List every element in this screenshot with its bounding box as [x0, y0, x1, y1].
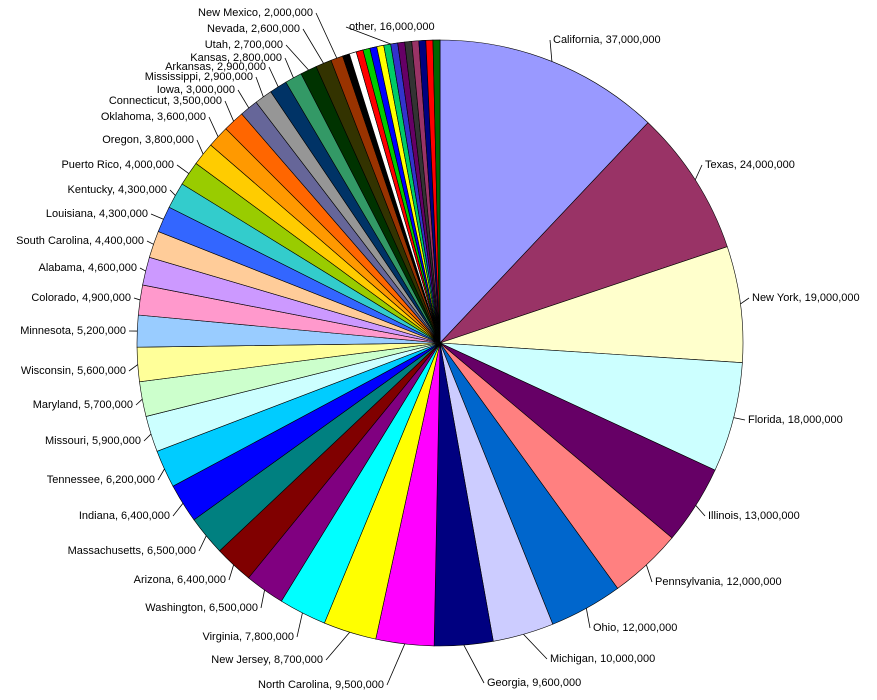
pie-slice	[439, 122, 728, 344]
leader-line	[208, 116, 219, 137]
leader-line	[740, 297, 750, 305]
leader-line	[549, 39, 553, 62]
data-label: Puerto Rico, 4,000,000	[61, 159, 174, 171]
data-label: Mississippi, 2,900,000	[145, 71, 253, 83]
leader-line	[255, 76, 264, 97]
leader-line	[345, 26, 391, 45]
leader-line	[285, 44, 309, 71]
labels: California, 37,000,000 Texas, 24,000,000 N…	[16, 7, 859, 691]
leader-line	[296, 612, 303, 638]
leader-line	[695, 505, 706, 517]
data-label: Nevada, 2,600,000	[207, 23, 300, 35]
data-label: Wisconsin, 5,600,000	[21, 365, 126, 377]
data-label: Oklahoma, 3,600,000	[101, 111, 206, 123]
data-label: Arkansas, 2,900,000	[165, 61, 266, 73]
leader-line	[172, 503, 184, 517]
data-label: Kansas, 2,800,000	[190, 52, 282, 64]
leader-line	[198, 535, 207, 552]
leader-line	[733, 417, 746, 421]
data-label: Massachusetts, 6,500,000	[68, 545, 196, 557]
data-label: Kentucky, 4,300,000	[68, 184, 167, 196]
data-label: New York, 19,000,000	[752, 292, 860, 304]
data-label: Washington, 6,500,000	[145, 602, 258, 614]
data-label: Tennessee, 6,200,000	[47, 474, 155, 486]
data-label: Pennsylvania, 12,000,000	[655, 576, 782, 588]
data-label: Missouri, 5,900,000	[45, 435, 141, 447]
leader-line	[585, 608, 591, 629]
leader-line	[302, 28, 324, 64]
leader-line	[146, 240, 154, 245]
pie-slice	[439, 246, 744, 363]
leader-line	[237, 89, 250, 109]
leader-line	[463, 644, 485, 684]
data-label: New Jersey, 8,700,000	[211, 654, 323, 666]
data-label: New Mexico, 2,000,000	[198, 7, 313, 19]
data-label: Maryland, 5,700,000	[33, 399, 133, 411]
leader-line	[139, 267, 146, 272]
data-label: Texas, 24,000,000	[705, 159, 795, 171]
data-label: California, 37,000,000	[553, 34, 661, 46]
data-label: Georgia, 9,600,000	[487, 677, 581, 689]
leader-line	[228, 564, 234, 581]
data-label: Alabama, 4,600,000	[39, 262, 137, 274]
leader-line	[176, 164, 190, 174]
leader-line	[315, 12, 338, 59]
leader-line	[143, 433, 152, 442]
leader-line	[260, 589, 265, 609]
leader-line	[386, 643, 406, 686]
leader-line	[135, 398, 143, 406]
leader-line	[128, 364, 139, 372]
leader-line	[646, 564, 653, 583]
leader-line	[133, 297, 141, 301]
data-label: Indiana, 6,400,000	[79, 510, 170, 522]
leader-line	[224, 100, 234, 122]
leader-line	[157, 468, 165, 481]
data-label: Louisiana, 4,300,000	[46, 208, 148, 220]
data-label: Ohio, 12,000,000	[593, 622, 677, 634]
leader-line	[150, 213, 164, 220]
leader-line	[284, 57, 294, 78]
data-label: other, 16,000,000	[349, 21, 435, 33]
data-label: North Carolina, 9,500,000	[258, 679, 384, 691]
data-label: Iowa, 3,000,000	[157, 84, 235, 96]
data-label: Arizona, 6,400,000	[134, 574, 226, 586]
data-label: Utah, 2,700,000	[205, 39, 283, 51]
leader-line	[523, 633, 548, 660]
data-label: Colorado, 4,900,000	[31, 292, 131, 304]
slices	[136, 39, 744, 647]
data-label: South Carolina, 4,400,000	[16, 235, 144, 247]
leader-line	[325, 631, 351, 661]
leader-line	[694, 164, 703, 180]
data-label: Michigan, 10,000,000	[550, 653, 655, 665]
data-label: Florida, 18,000,000	[748, 414, 843, 426]
leader-line	[196, 139, 204, 155]
other-stripe	[432, 39, 441, 344]
data-label: Minnesota, 5,200,000	[20, 325, 126, 337]
leader-line	[169, 189, 176, 196]
data-label: Illinois, 13,000,000	[708, 510, 800, 522]
data-label: Oregon, 3,800,000	[102, 134, 194, 146]
data-label: Connecticut, 3,500,000	[109, 95, 222, 107]
data-label: Virginia, 7,800,000	[202, 631, 294, 643]
leader-line	[268, 66, 279, 87]
